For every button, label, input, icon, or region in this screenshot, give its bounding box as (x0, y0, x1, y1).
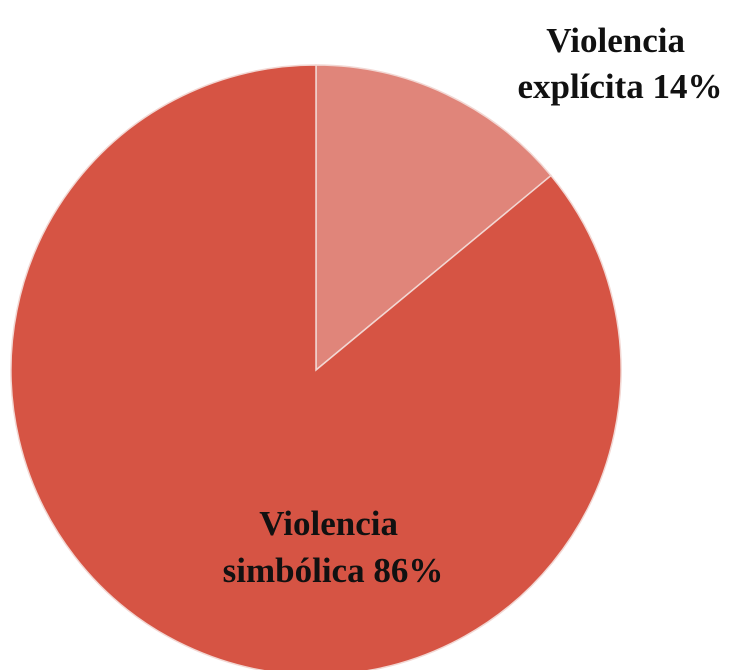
pie-slices (10, 64, 622, 670)
pie-labels: Violencia explícita 14% Violencia simból… (223, 21, 723, 590)
pie-slice-violencia-expl-cita (315, 64, 553, 372)
pie-slice-violencia-simb-lica (10, 64, 622, 670)
slice-label-simbolica: Violencia simbólica 86% (223, 504, 444, 590)
slice-label-explicita: Violencia explícita 14% (517, 21, 722, 106)
